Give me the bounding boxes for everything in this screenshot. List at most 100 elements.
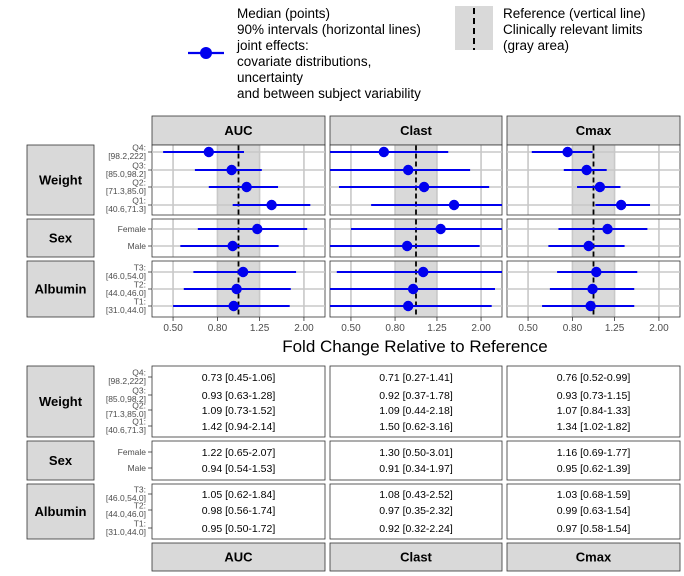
- table-cell: 0.97 [0.58-1.54]: [557, 523, 631, 535]
- table-cell: 0.91 [0.34-1.97]: [379, 463, 453, 475]
- legend-median-point: [200, 47, 212, 59]
- plot-level-range: [31.0,44.0]: [106, 305, 146, 315]
- plot-level-label: Q3:: [132, 161, 146, 171]
- plot-level-range: [44.0,46.0]: [106, 288, 146, 298]
- table-panel-cmax-sex: [506, 440, 681, 481]
- table-level-label: Female: [118, 447, 147, 457]
- x-tick-label: 1.25: [427, 323, 447, 334]
- median-point: [227, 240, 238, 252]
- median-point: [418, 181, 430, 193]
- x-tick-label: 1.25: [250, 323, 270, 334]
- x-tick-label: 2.00: [649, 323, 669, 334]
- table-cell: 0.93 [0.73-1.15]: [557, 390, 631, 402]
- median-point: [583, 240, 594, 252]
- median-point: [378, 146, 390, 158]
- table-cell: 0.93 [0.63-1.28]: [202, 390, 276, 402]
- median-point: [562, 146, 573, 158]
- legend-limits-line-1: Clinically relevant limits: [503, 22, 643, 37]
- x-axis-title: Fold Change Relative to Reference: [282, 337, 548, 356]
- plot-group-strip-weight: [26, 144, 95, 216]
- median-point: [237, 266, 249, 278]
- summary-table: Weight Q4:[98.2,222]Q3:[85.0,98.2]Q2:[71.…: [26, 365, 681, 572]
- x-tick-label: 2.00: [294, 323, 314, 334]
- table-level-range: [85.0,98.2]: [106, 394, 146, 404]
- panel-strip-label: Clast: [400, 123, 432, 138]
- median-point: [226, 164, 237, 176]
- median-point: [402, 300, 414, 312]
- table-group-label: Sex: [49, 453, 73, 468]
- plot-level-label: Q1:: [132, 196, 146, 206]
- table-cell: 1.05 [0.62-1.84]: [202, 489, 276, 501]
- panel-strip-label: Cmax: [576, 123, 612, 138]
- table-strip-label: Cmax: [576, 550, 612, 565]
- panel-strip-label: AUC: [224, 123, 253, 138]
- table-level-range: [40.6,71.3]: [106, 425, 146, 435]
- median-point: [581, 164, 592, 176]
- legend-limits-line-2: (gray area): [503, 38, 569, 53]
- median-point: [266, 199, 277, 211]
- legend-effects-line-4: and between subject variability: [237, 86, 421, 101]
- plot-area: AUC Clast Cmax Weight Q4:[98.2,222]Q3:[85.0,…: [26, 115, 681, 334]
- table-level-label: T3:: [134, 485, 146, 495]
- table-panel-auc-weight: [151, 365, 326, 438]
- table-cell: 0.95 [0.50-1.72]: [202, 523, 276, 535]
- median-point: [615, 199, 627, 211]
- table-cell: 1.08 [0.43-2.52]: [379, 489, 453, 501]
- legend-reference-label: Reference (vertical line): [503, 6, 646, 21]
- median-point: [231, 283, 242, 295]
- median-point: [585, 300, 596, 312]
- median-point: [418, 266, 429, 278]
- table-group-strip-albumin: [26, 483, 95, 540]
- table-panel-clast-sex: [329, 440, 503, 481]
- table-level-range: [44.0,46.0]: [106, 509, 146, 519]
- table-level-label: Male: [128, 463, 147, 473]
- table-cell: 1.03 [0.68-1.59]: [557, 489, 631, 501]
- x-tick-label: 0.50: [518, 323, 538, 334]
- plot-level-label: Male: [128, 241, 147, 251]
- table-cell: 1.07 [0.84-1.33]: [557, 405, 631, 417]
- panel-strip-auc: [151, 115, 326, 146]
- x-tick-label: 0.80: [385, 323, 405, 334]
- median-point: [241, 181, 252, 193]
- median-point: [228, 300, 239, 312]
- table-strip-label: Clast: [400, 550, 432, 565]
- plot-group-label: Weight: [39, 173, 83, 188]
- x-tick-label: 0.50: [163, 323, 183, 334]
- plot-level-label: T1:: [134, 297, 146, 307]
- plot-group-strip-albumin: [26, 260, 95, 318]
- legend-effects-line-3: uncertainty: [237, 70, 303, 85]
- plot-level-label: Female: [118, 224, 147, 234]
- table-group-label: Weight: [39, 394, 83, 409]
- table-cell: 1.34 [1.02-1.82]: [557, 421, 631, 433]
- legend-median-label: Median (points): [237, 6, 330, 21]
- table-cell: 0.94 [0.54-1.53]: [202, 463, 276, 475]
- table-group-label: Albumin: [35, 504, 87, 519]
- table-cell: 1.50 [0.62-3.16]: [379, 421, 453, 433]
- plot-group-strip-sex: [26, 218, 95, 258]
- x-tick-label: 0.80: [563, 323, 583, 334]
- x-tick-label: 0.50: [341, 323, 361, 334]
- table-level-label: Q3:: [132, 386, 146, 396]
- table-level-range: [71.3,85.0]: [106, 409, 146, 419]
- table-cell: 0.95 [0.62-1.39]: [557, 463, 631, 475]
- table-group-strip-sex: [26, 440, 95, 481]
- table-level-range: [98.2,222]: [108, 376, 146, 386]
- table-cell: 1.09 [0.73-1.52]: [202, 405, 276, 417]
- table-cell: 1.09 [0.44-2.18]: [379, 405, 453, 417]
- table-cell: 1.30 [0.50-3.01]: [379, 447, 453, 459]
- table-panel-auc-albumin: [151, 483, 326, 540]
- plot-level-label: Q2:: [132, 178, 146, 188]
- table-level-range: [31.0,44.0]: [106, 527, 146, 537]
- table-level-label: T1:: [134, 519, 146, 529]
- panel-strip-clast: [329, 115, 503, 146]
- plot-level-range: [98.2,222]: [108, 151, 146, 161]
- table-strip-clast: [329, 542, 503, 572]
- table-strip-cmax: [506, 542, 681, 572]
- legend-interval-label: 90% intervals (horizontal lines): [237, 22, 421, 37]
- table-level-label: T2:: [134, 501, 146, 511]
- median-point: [448, 199, 460, 211]
- legend: Median (points) 90% intervals (horizonta…: [188, 6, 646, 101]
- plot-level-range: [40.6,71.3]: [106, 204, 146, 214]
- plot-level-label: T3:: [134, 263, 146, 273]
- table-level-label: Q4:: [132, 368, 146, 378]
